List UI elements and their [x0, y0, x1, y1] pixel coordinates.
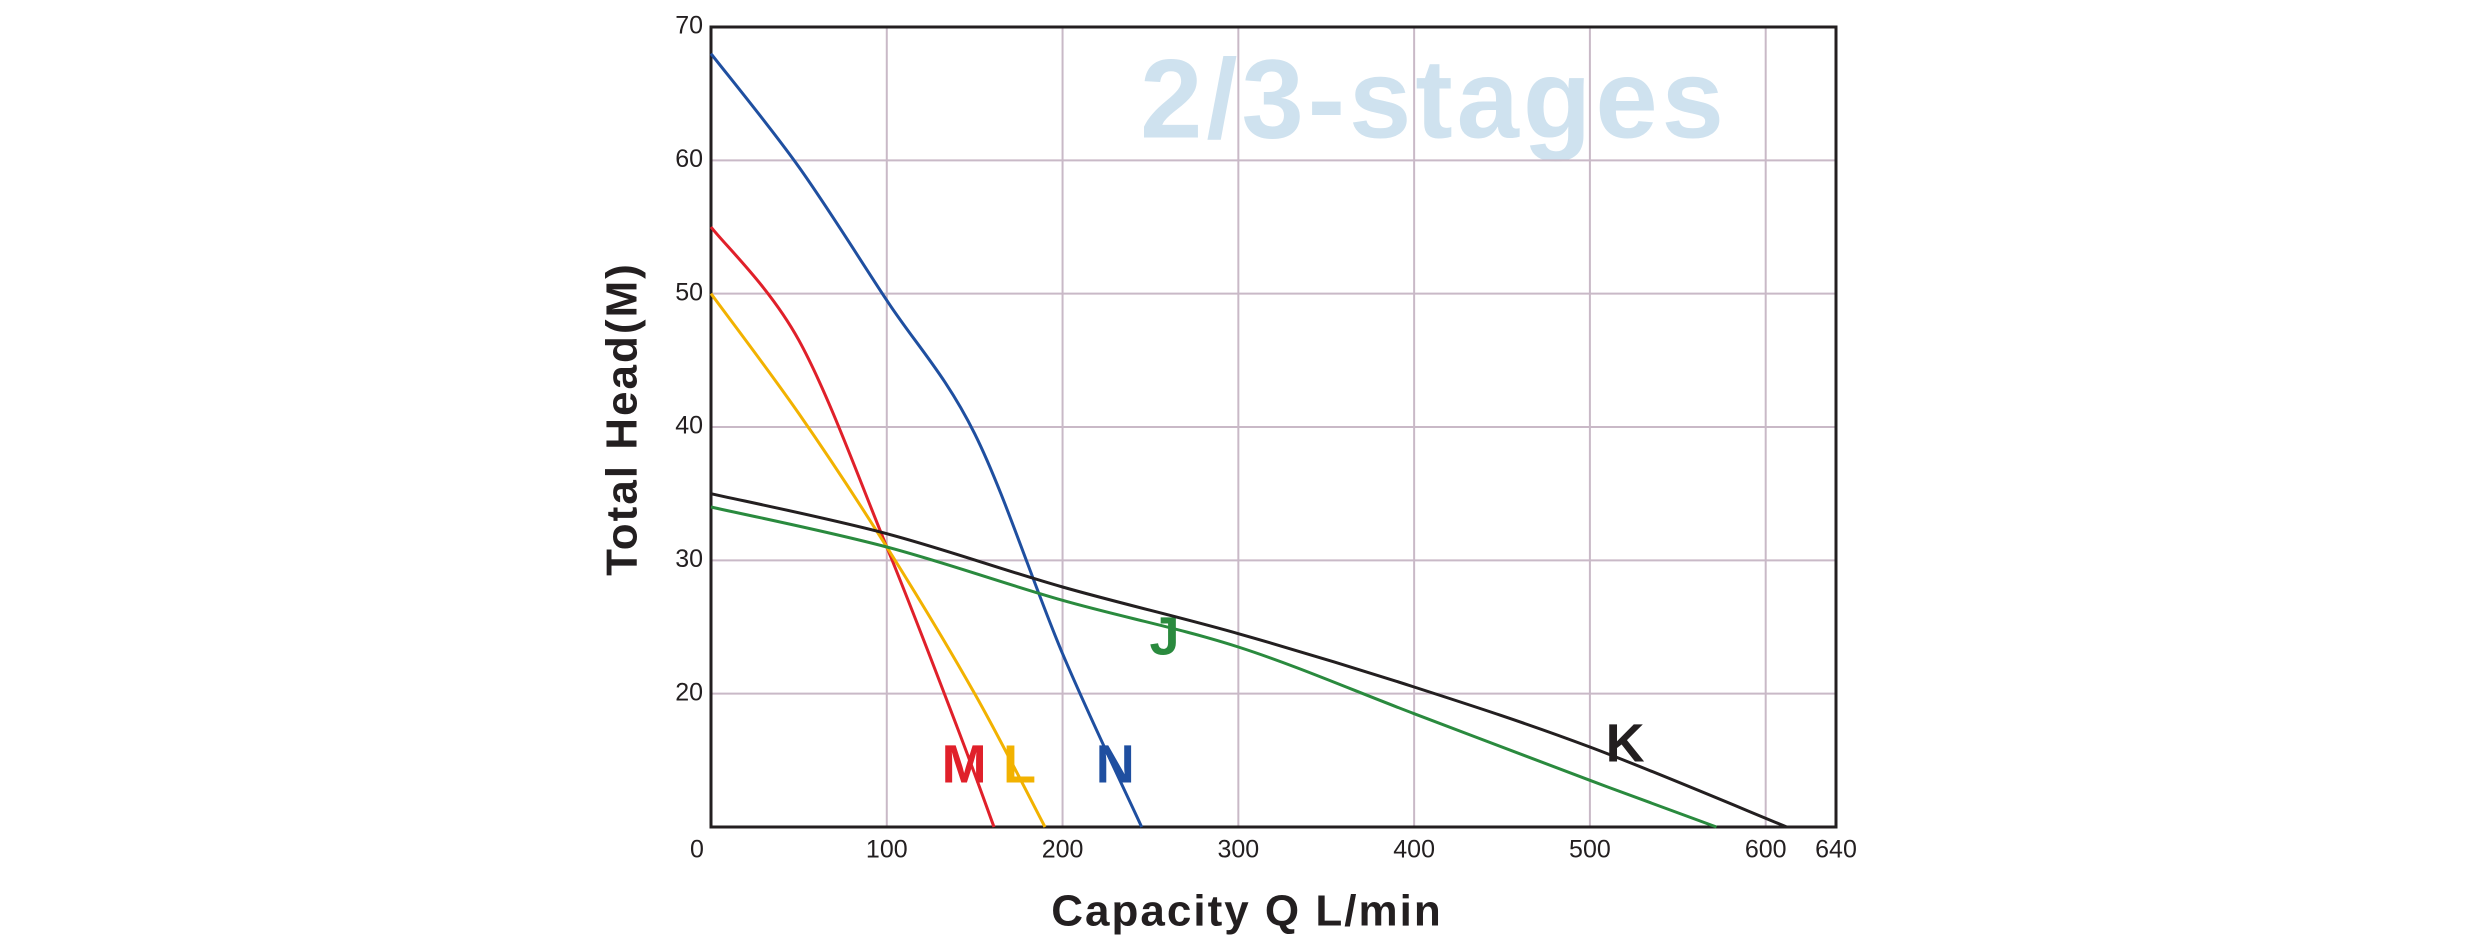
x-tick-label: 400	[1393, 836, 1435, 864]
series-label: N	[1096, 735, 1135, 795]
series-label: M	[942, 735, 987, 795]
series-line	[709, 52, 1144, 828]
x-tick-label: 100	[866, 836, 908, 864]
y-tick-label: 70	[675, 12, 703, 40]
x-tick-label: 200	[1042, 836, 1084, 864]
series-line	[709, 226, 996, 828]
plot-frame	[709, 25, 1838, 829]
x-tick-label: 500	[1569, 836, 1611, 864]
x-tick-label: 640	[1815, 836, 1857, 864]
series-line	[710, 492, 1788, 829]
x-axis-title: Capacity Q L/min	[1051, 887, 1442, 936]
y-tick-label: 60	[675, 145, 703, 173]
x-tick-label: 300	[1217, 836, 1259, 864]
series-line	[710, 505, 1717, 829]
y-tick-label: 20	[675, 678, 703, 706]
y-tick-label: 30	[675, 545, 703, 573]
series-label: K	[1606, 713, 1645, 773]
x-tick-label: 0	[690, 836, 704, 864]
x-tick-label: 600	[1745, 836, 1787, 864]
series-label: L	[1003, 735, 1036, 795]
y-tick-label: 50	[675, 278, 703, 306]
y-tick-label: 40	[675, 412, 703, 440]
y-axis-title: Total Head(M)	[598, 262, 647, 576]
watermark: 2/3-stages	[1140, 37, 1728, 162]
